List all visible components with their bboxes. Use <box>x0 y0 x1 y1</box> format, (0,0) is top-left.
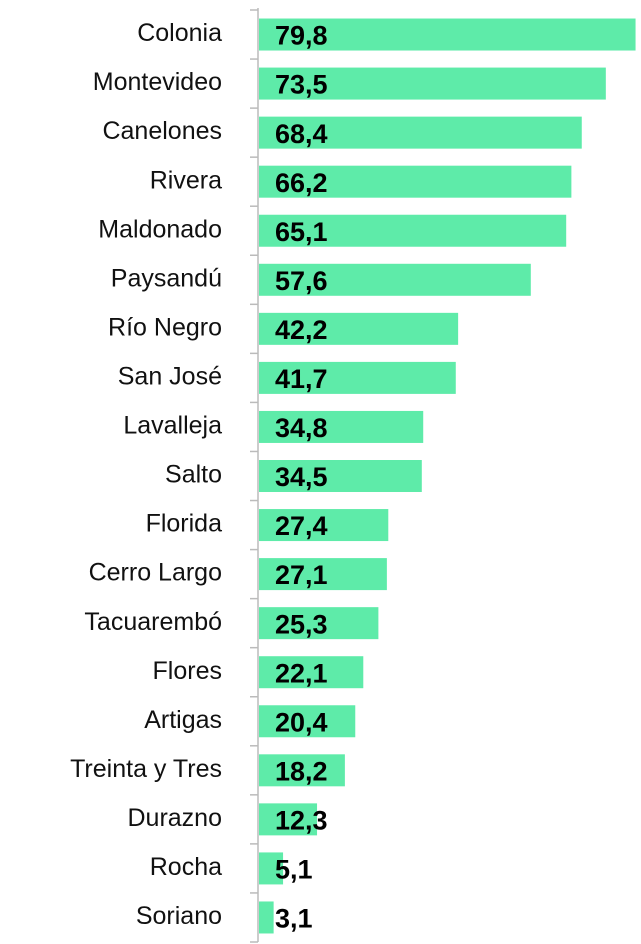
bar <box>259 165 572 198</box>
data-label: 68,4 <box>275 119 328 149</box>
data-label: 41,7 <box>275 364 328 394</box>
y-tick-label: Tacuarembó <box>84 608 222 636</box>
data-label: 79,8 <box>275 21 328 51</box>
bar <box>259 18 636 51</box>
y-tick-label: Montevideo <box>93 68 222 96</box>
bar <box>259 460 422 492</box>
data-label: 34,8 <box>275 413 328 443</box>
y-tick-label: Lavalleja <box>123 412 222 440</box>
data-label: 57,6 <box>275 266 328 296</box>
y-tick-label: Flores <box>153 657 222 685</box>
bar <box>259 116 582 149</box>
data-label: 20,4 <box>275 707 328 737</box>
y-tick-label: Florida <box>146 510 223 538</box>
data-label: 5,1 <box>275 855 313 885</box>
bar <box>259 656 364 689</box>
y-tick-label: Durazno <box>128 804 223 832</box>
data-label: 65,1 <box>275 217 328 247</box>
bar <box>259 901 274 934</box>
y-tick-label: Rivera <box>150 166 222 194</box>
data-label: 66,2 <box>275 168 328 198</box>
data-label: 12,3 <box>275 805 328 835</box>
y-tick-label: Artigas <box>144 706 222 734</box>
y-tick-label: San José <box>118 363 222 391</box>
y-tick-label: Salto <box>165 461 222 489</box>
y-tick-label: Maldonado <box>98 215 222 243</box>
bar <box>259 754 345 787</box>
bar <box>259 410 424 443</box>
y-tick-label: Soriano <box>136 902 222 930</box>
data-label: 27,1 <box>275 560 328 590</box>
y-tick-label: Cerro Largo <box>89 559 222 587</box>
data-label: 34,5 <box>275 462 328 492</box>
bar <box>259 803 318 836</box>
y-tick-label: Paysandú <box>111 264 222 292</box>
bar <box>259 361 456 394</box>
y-tick-label: Río Negro <box>108 313 222 341</box>
data-label: 42,2 <box>275 315 328 345</box>
bar <box>259 312 459 345</box>
y-tick-label: Treinta y Tres <box>70 755 222 783</box>
bar <box>259 263 531 296</box>
bar <box>259 705 356 738</box>
y-tick-label: Rocha <box>150 853 222 881</box>
data-label: 73,5 <box>275 70 328 100</box>
bar <box>259 607 379 640</box>
bar <box>259 558 387 591</box>
bar <box>259 67 606 100</box>
y-tick-label: Canelones <box>102 117 222 145</box>
data-label: 22,1 <box>275 658 328 688</box>
data-label: 18,2 <box>275 756 328 786</box>
data-label: 25,3 <box>275 609 328 639</box>
data-label: 3,1 <box>275 904 313 934</box>
bar <box>259 214 567 247</box>
y-tick-label: Colonia <box>137 19 222 47</box>
bar <box>259 852 284 885</box>
bar <box>259 509 389 542</box>
data-label: 27,4 <box>275 511 328 541</box>
